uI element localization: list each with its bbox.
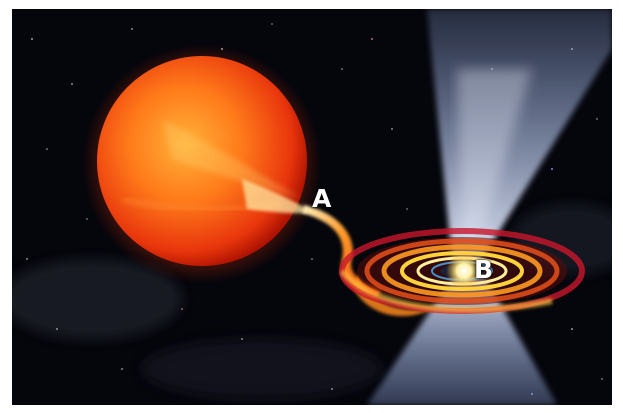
binary-system-scene xyxy=(12,9,612,405)
label-b: B xyxy=(474,255,494,284)
donor-star xyxy=(82,44,322,284)
mass-transfer-stream xyxy=(242,179,432,317)
jet-beams xyxy=(367,9,612,405)
space-illustration: A B xyxy=(12,9,612,405)
label-a: A xyxy=(312,184,332,213)
accretion-disk xyxy=(339,228,585,314)
nebula-haze xyxy=(12,204,612,399)
